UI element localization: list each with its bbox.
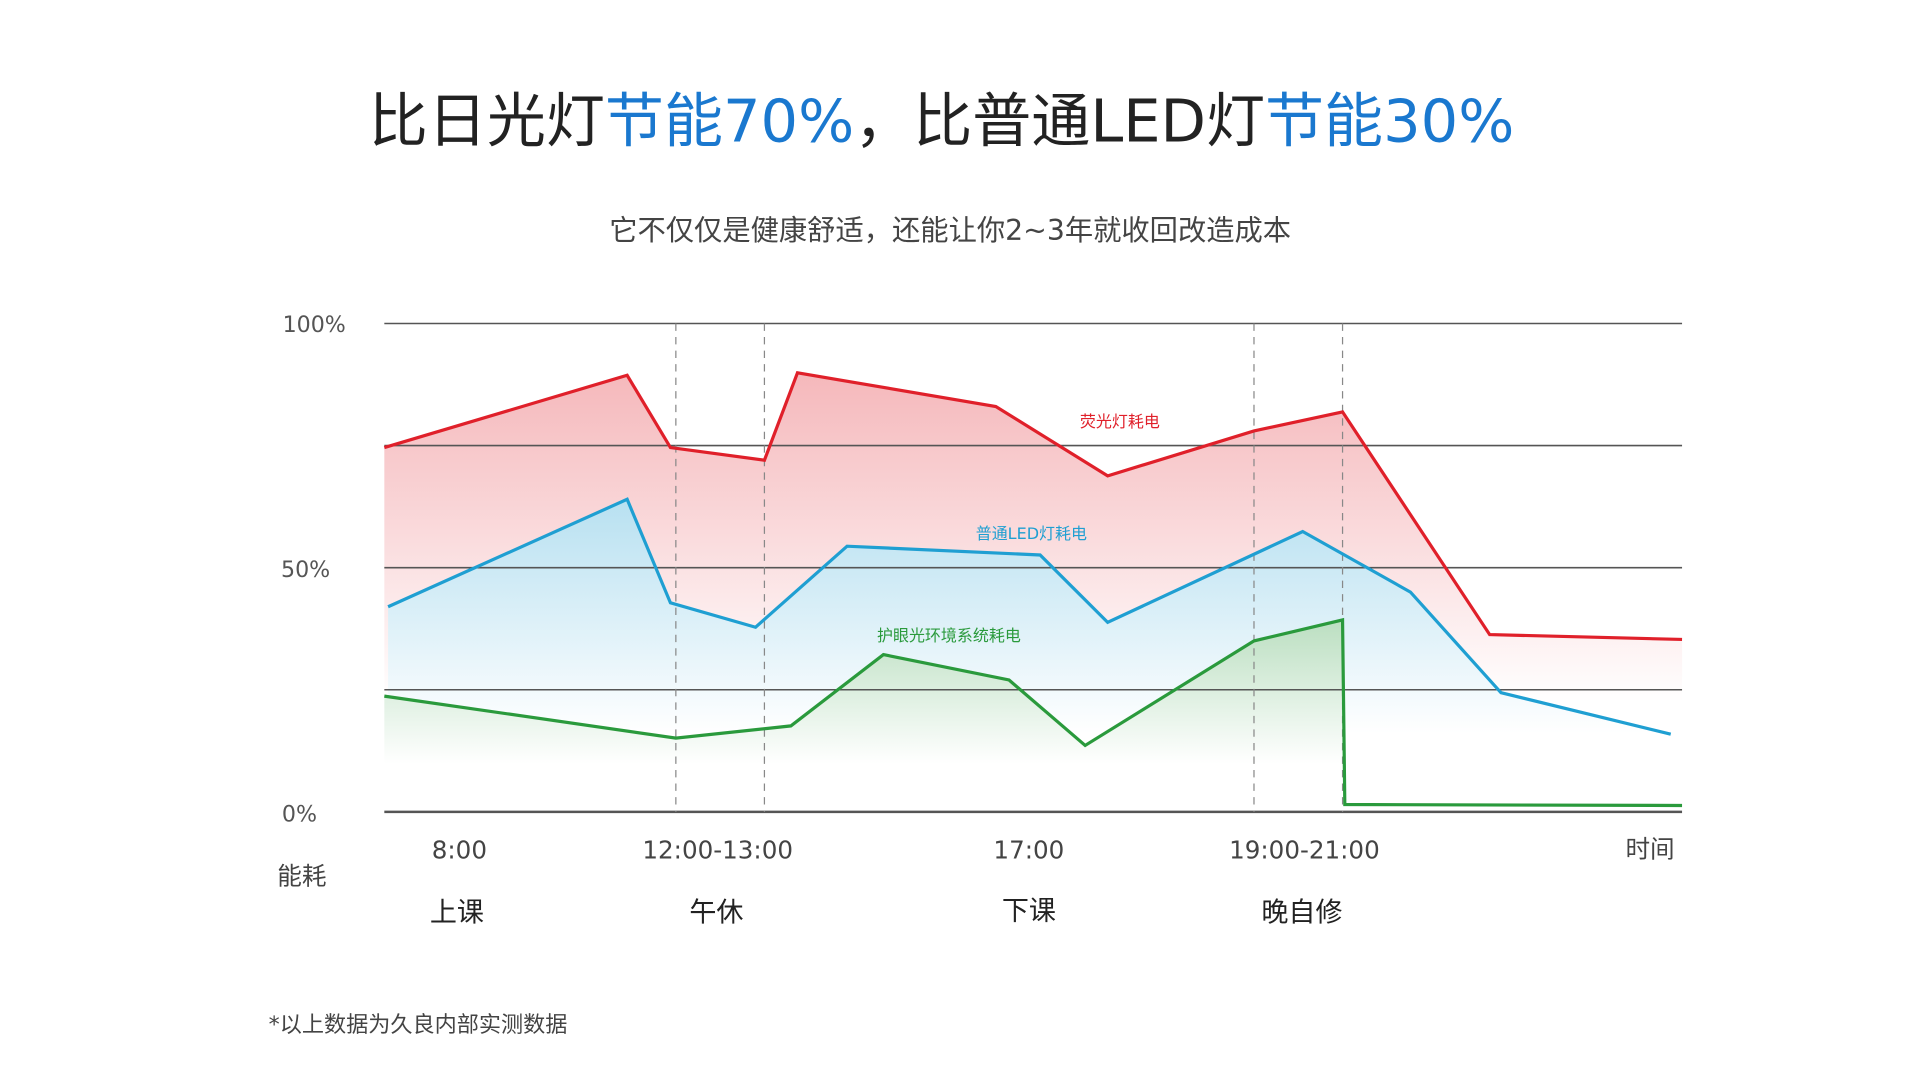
series-label-fluorescent: 荧光灯耗电 bbox=[1080, 412, 1160, 431]
period-label: 晚自修 bbox=[1261, 897, 1342, 928]
series-area bbox=[384, 619, 1683, 812]
series-line bbox=[387, 497, 1672, 736]
x-tick-label: 12:00-13:00 bbox=[642, 836, 793, 865]
title-part: 节能30% bbox=[1265, 86, 1514, 155]
x-axis-label: 时间 bbox=[1625, 834, 1674, 863]
series-line bbox=[383, 371, 1683, 642]
title-part: 节能70% bbox=[605, 86, 854, 155]
title-part: ，比普通LED灯 bbox=[854, 86, 1265, 155]
title-part: 比日光灯 bbox=[369, 86, 605, 155]
period-label: 下课 bbox=[1002, 896, 1056, 927]
series-label-led: 普通LED灯耗电 bbox=[976, 524, 1087, 543]
footnote: *以上数据为久良内部实测数据 bbox=[269, 1012, 568, 1038]
x-tick-label: 8:00 bbox=[432, 836, 487, 865]
series-lines bbox=[383, 371, 1683, 808]
gridlines bbox=[384, 322, 1683, 814]
y-tick-100: 100% bbox=[283, 312, 346, 338]
series-areas bbox=[384, 372, 1683, 812]
series-label-eyecare: 护眼光环境系统耗电 bbox=[877, 626, 1021, 645]
y-axis-label: 能耗 bbox=[277, 861, 326, 890]
subtitle: 它不仅仅是健康舒适，还能让你2~3年就收回改造成本 bbox=[609, 214, 1291, 247]
page-title: 比日光灯节能70%，比普通LED灯节能30% bbox=[369, 86, 1514, 155]
period-label: 午休 bbox=[689, 897, 743, 928]
y-tick-50: 50% bbox=[281, 557, 330, 583]
period-label: 上课 bbox=[430, 897, 484, 928]
series-line bbox=[384, 617, 1683, 808]
x-tick-label: 17:00 bbox=[993, 836, 1064, 865]
y-tick-0: 0% bbox=[282, 802, 317, 828]
x-tick-label: 19:00-21:00 bbox=[1229, 836, 1380, 865]
